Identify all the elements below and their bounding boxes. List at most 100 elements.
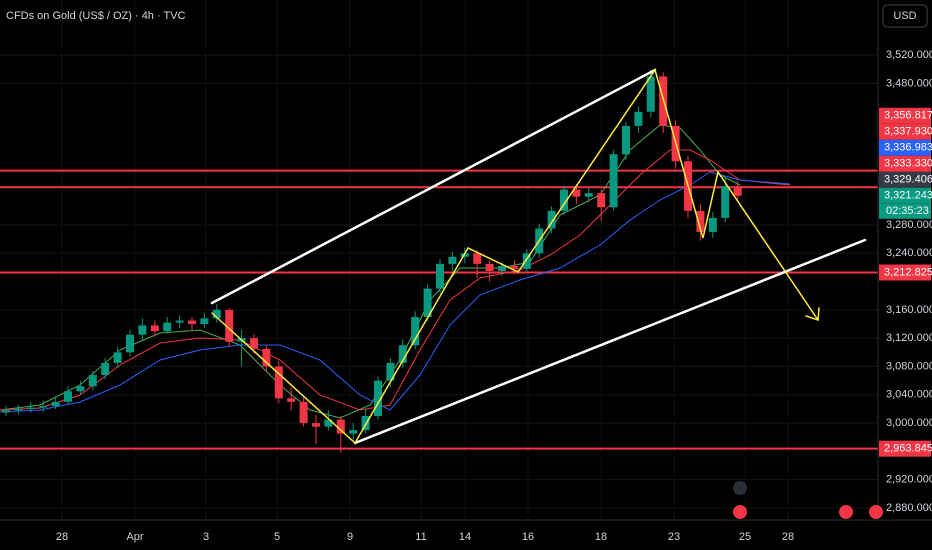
y-tick-label: 3,480.000: [886, 77, 932, 89]
price-tag-label: 3,329.406: [884, 174, 932, 186]
candle-body: [175, 320, 184, 323]
y-tick-label: 3,040.000: [886, 389, 932, 401]
currency[interactable]: USD: [893, 10, 916, 22]
candle-body: [324, 419, 333, 427]
candle-body: [101, 362, 110, 375]
candle-body: [646, 76, 655, 112]
candle-body: [274, 366, 283, 399]
candle-body: [76, 386, 85, 392]
currency-button[interactable]: [882, 4, 928, 28]
candle-body: [2, 410, 10, 413]
y-tick-label: 3,280.000: [886, 219, 932, 231]
candle-body: [312, 423, 320, 427]
candle-body: [262, 348, 271, 367]
candle-body: [250, 338, 258, 349]
candle-body: [572, 189, 581, 197]
y-tick-label: 3,160.000: [886, 304, 932, 316]
candle-body: [287, 398, 296, 402]
candle-body: [26, 407, 35, 409]
candle-body: [547, 210, 556, 229]
price-tag-label: 3,337.930: [884, 126, 932, 138]
candle-body: [560, 189, 568, 211]
zigzag: [211, 68, 819, 445]
price-tag: [879, 440, 931, 457]
candle-body: [597, 193, 606, 208]
price-tag: [879, 264, 931, 281]
price-tag: [879, 123, 931, 140]
y-tick-label: 3,520.000: [886, 49, 932, 61]
candle-body: [51, 401, 60, 407]
price-tag: [879, 107, 931, 124]
price-tag: [879, 139, 931, 156]
channel-top: [210, 68, 657, 305]
candle-body: [386, 362, 395, 381]
y-tick-label: 3,000.000: [886, 417, 932, 429]
candle-body: [39, 406, 48, 408]
candle-body: [622, 125, 630, 155]
price-tag-label: 2,963.845: [884, 443, 932, 455]
y-tick-label: 2,920.000: [886, 474, 932, 486]
event-icon: [839, 505, 853, 519]
price-tag: [879, 171, 931, 188]
arrow-head: [805, 307, 820, 322]
x-tick-label: 16: [522, 531, 534, 543]
candle-body: [374, 380, 382, 416]
event-icon: [869, 505, 883, 519]
y-tick-label: 2,880.000: [886, 502, 932, 514]
candle-body: [361, 416, 370, 431]
x-tick-label: 5: [274, 531, 280, 543]
x-axis: 28 Apr 3 5 9 11 14 16 18 23 25 28: [56, 531, 794, 543]
y-tick-label: 3,080.000: [886, 360, 932, 372]
chart-title: CFDs on Gold (US$ / OZ) · 4h · TVC: [6, 10, 186, 22]
candle-body: [634, 111, 643, 126]
candle-body: [336, 419, 345, 434]
candle-body: [448, 256, 457, 264]
candle-body: [584, 193, 593, 197]
channel-bottom: [353, 238, 867, 445]
price-tag-label: 3,333.330: [884, 158, 932, 170]
x-tick-label: 11: [415, 531, 426, 543]
countdown-bg: [879, 203, 931, 219]
candle-body: [721, 186, 730, 218]
candle-body: [150, 325, 159, 332]
candle-body: [88, 374, 97, 387]
candle-body: [163, 322, 172, 332]
x-tick-label: 28: [782, 531, 794, 543]
price-tag: [879, 155, 931, 172]
x-tick-label: Apr: [126, 531, 143, 543]
candle-body: [411, 316, 420, 346]
candle-body: [212, 309, 221, 319]
candle-body: [349, 430, 358, 434]
candle-body: [498, 266, 506, 271]
x-tick-label: 14: [459, 531, 471, 543]
candle-body: [138, 325, 147, 335]
candle-body: [225, 309, 234, 342]
x-tick-label: 3: [203, 531, 209, 543]
event-icon: [733, 505, 747, 519]
candle-body: [126, 334, 134, 353]
event-icon: [733, 481, 747, 495]
candle-body: [436, 263, 444, 289]
price-tag-label: 3,356.817: [884, 110, 932, 122]
x-tick-label: 28: [56, 531, 68, 543]
candle-body: [423, 288, 432, 317]
candle-body: [609, 154, 618, 208]
candle-body: [299, 401, 308, 424]
x-tick-label: 9: [347, 531, 353, 543]
y-axis: 2,880.000 2,920.000 3,000.000 3,040.000 3,08…: [886, 49, 932, 514]
candle-body: [510, 266, 519, 269]
candle-body: [522, 253, 531, 269]
levels: [0, 169, 878, 450]
price-tag-label: 3,321.243: [884, 190, 932, 202]
ma-blue: [0, 171, 791, 413]
candle-body: [473, 253, 482, 264]
candle-body: [113, 352, 122, 363]
x-tick-label: 23: [668, 531, 680, 543]
candle-body: [398, 345, 407, 363]
candle-body: [696, 210, 705, 233]
x-tick-label: 25: [739, 531, 751, 543]
price-tag: [879, 187, 931, 204]
